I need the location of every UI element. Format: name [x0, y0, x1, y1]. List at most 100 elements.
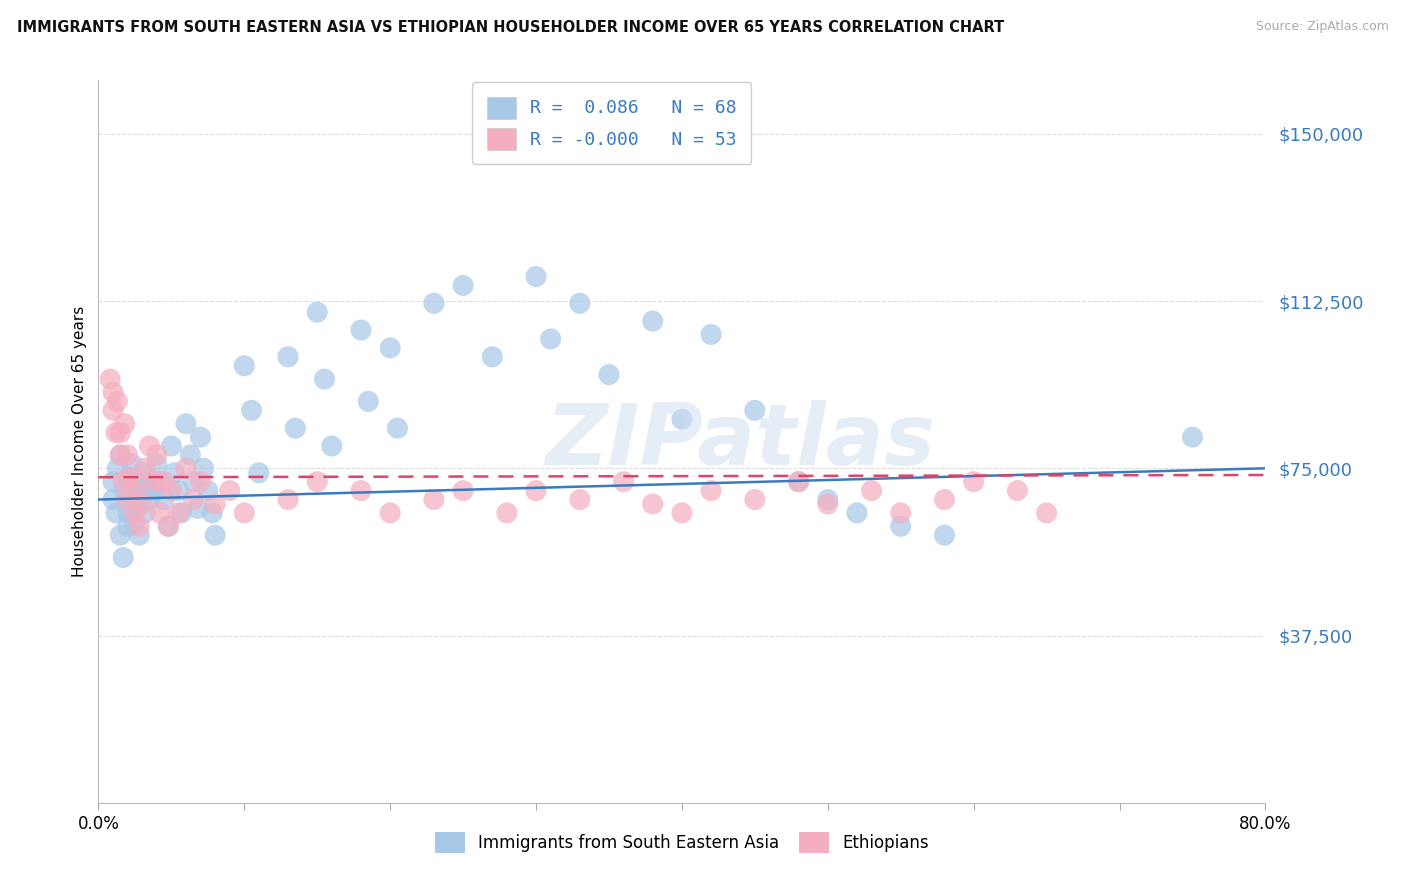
Point [101, 403, 124, 417]
Point [134, 461, 156, 475]
Point [357, 394, 380, 409]
Point [1181, 430, 1204, 444]
Point [387, 421, 409, 435]
Point [153, 492, 176, 507]
Point [160, 439, 183, 453]
Point [131, 466, 153, 480]
Point [179, 448, 201, 462]
Point [124, 479, 146, 493]
Point [890, 506, 912, 520]
Point [138, 492, 160, 507]
Point [380, 341, 402, 355]
Point [193, 461, 215, 475]
Point [247, 466, 270, 480]
Point [174, 417, 197, 431]
Point [149, 506, 172, 520]
Point [149, 475, 172, 489]
Point [110, 528, 132, 542]
Point [128, 519, 150, 533]
Point [451, 483, 474, 498]
Point [190, 475, 212, 489]
Point [112, 550, 135, 565]
Point [117, 492, 139, 507]
Point [233, 506, 256, 520]
Point [110, 425, 132, 440]
Y-axis label: Householder Income Over 65 years: Householder Income Over 65 years [72, 306, 87, 577]
Point [380, 506, 402, 520]
Point [110, 448, 132, 462]
Point [277, 492, 299, 507]
Point [350, 323, 373, 337]
Point [641, 314, 664, 328]
Point [451, 278, 474, 293]
Point [105, 394, 128, 409]
Point [163, 466, 186, 480]
Point [817, 492, 839, 507]
Point [204, 497, 226, 511]
Point [524, 269, 547, 284]
Point [197, 483, 219, 498]
Point [101, 492, 124, 507]
Point [135, 475, 157, 489]
Point [117, 448, 139, 462]
Point [153, 475, 176, 489]
Point [167, 506, 190, 520]
Point [218, 483, 240, 498]
Point [104, 506, 127, 520]
Point [112, 475, 135, 489]
Point [174, 461, 197, 475]
Point [568, 492, 591, 507]
Point [117, 506, 139, 520]
Point [277, 350, 299, 364]
Point [187, 501, 209, 516]
Point [138, 439, 160, 453]
Text: IMMIGRANTS FROM SOUTH EASTERN ASIA VS ETHIOPIAN HOUSEHOLDER INCOME OVER 65 YEARS: IMMIGRANTS FROM SOUTH EASTERN ASIA VS ET… [17, 20, 1004, 35]
Point [104, 425, 127, 440]
Point [134, 506, 156, 520]
Point [314, 372, 336, 386]
Point [744, 492, 766, 507]
Point [170, 506, 193, 520]
Point [157, 519, 180, 533]
Point [118, 470, 141, 484]
Point [744, 403, 766, 417]
Point [1007, 483, 1029, 498]
Point [146, 448, 169, 462]
Point [120, 492, 142, 507]
Point [101, 475, 124, 489]
Point [700, 327, 723, 342]
Point [890, 519, 912, 533]
Point [128, 528, 150, 542]
Point [233, 359, 256, 373]
Point [142, 475, 165, 489]
Point [98, 372, 121, 386]
Point [700, 483, 723, 498]
Point [423, 492, 446, 507]
Point [934, 492, 956, 507]
Point [142, 483, 165, 498]
Point [846, 506, 869, 520]
Point [787, 475, 810, 489]
Point [496, 506, 519, 520]
Point [321, 439, 343, 453]
Point [284, 421, 307, 435]
Point [481, 350, 503, 364]
Point [671, 412, 693, 426]
Point [307, 305, 329, 319]
Point [962, 475, 984, 489]
Point [131, 497, 153, 511]
Point [787, 475, 810, 489]
Point [121, 457, 143, 471]
Point [117, 519, 139, 533]
Point [598, 368, 620, 382]
Point [124, 483, 146, 498]
Point [157, 519, 180, 533]
Point [114, 483, 136, 498]
Point [105, 461, 128, 475]
Legend: Immigrants from South Eastern Asia, Ethiopians: Immigrants from South Eastern Asia, Ethi… [427, 826, 936, 860]
Point [860, 483, 883, 498]
Point [423, 296, 446, 310]
Point [307, 475, 329, 489]
Point [146, 457, 169, 471]
Point [120, 470, 142, 484]
